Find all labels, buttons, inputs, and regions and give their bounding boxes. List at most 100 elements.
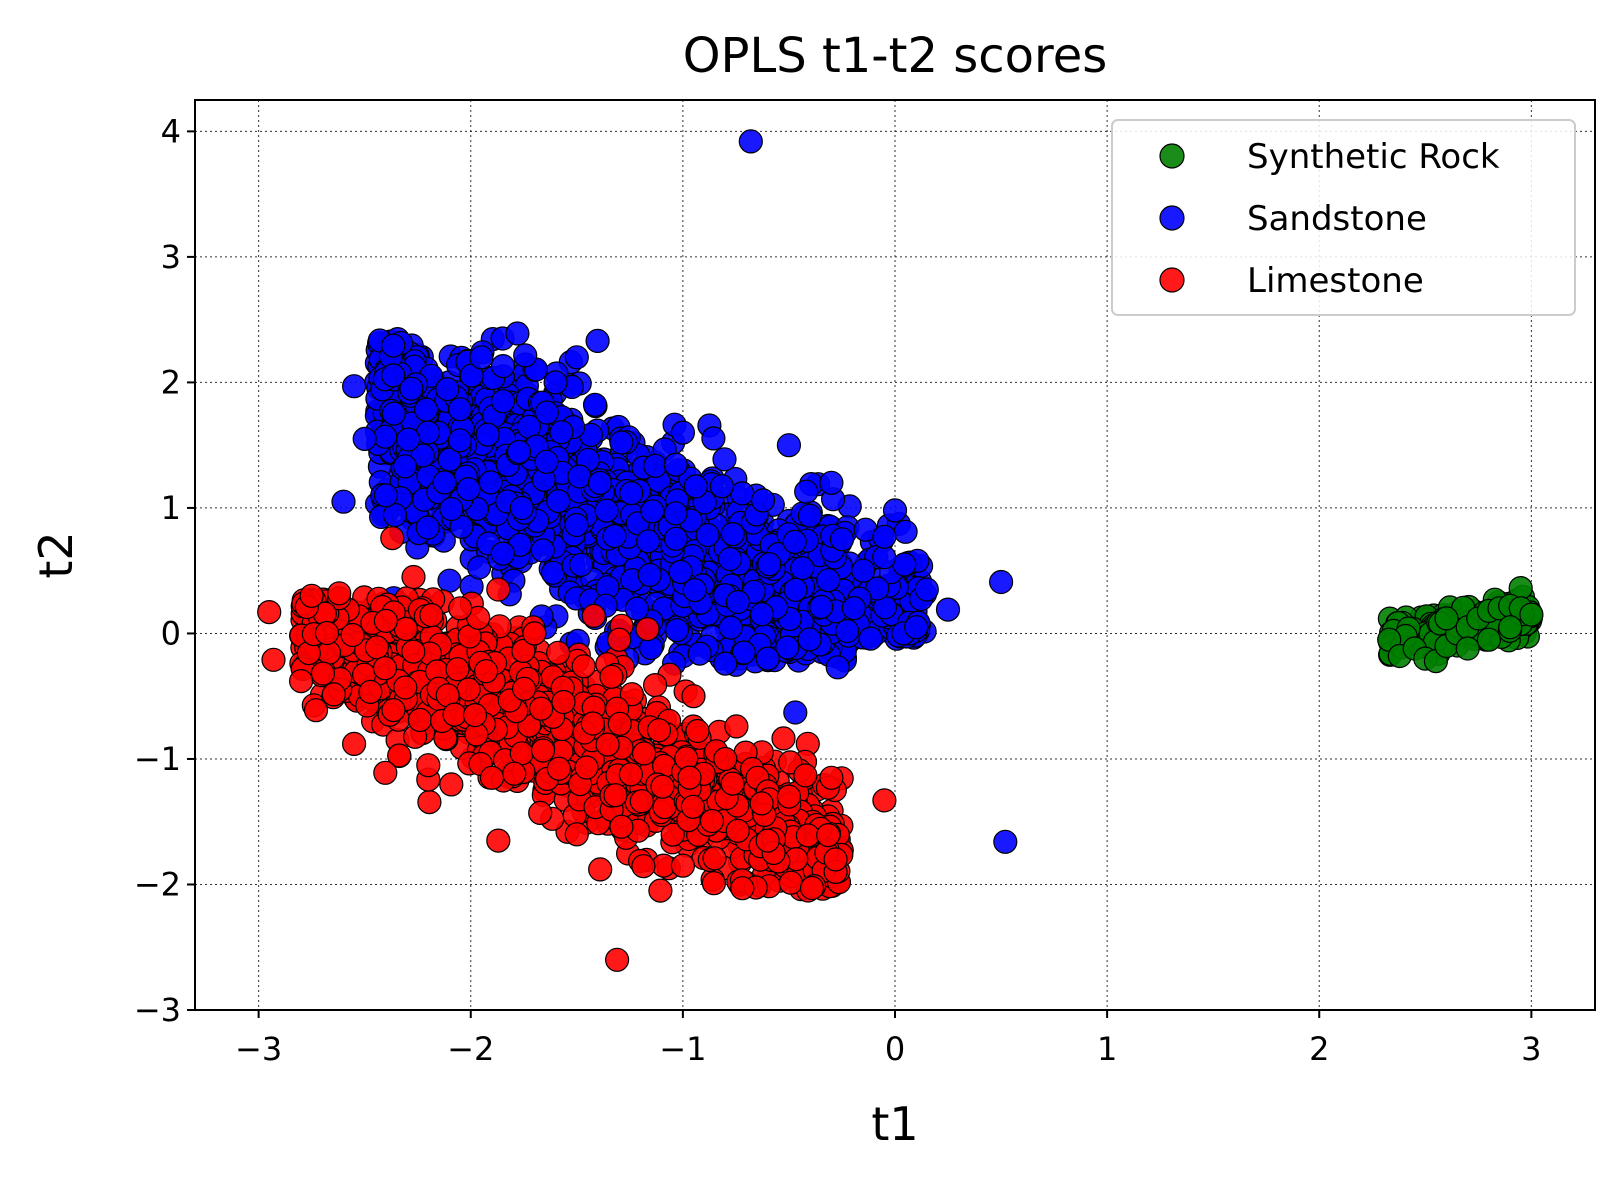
scatter-point bbox=[540, 560, 566, 585]
scatter-point bbox=[447, 428, 472, 453]
y-tick-label: 4 bbox=[161, 112, 181, 150]
scatter-point bbox=[872, 788, 897, 813]
y-tick-label: 3 bbox=[161, 238, 181, 276]
scatter-point bbox=[445, 657, 470, 682]
y-tick-label: 1 bbox=[161, 489, 181, 527]
scatter-point bbox=[793, 763, 818, 788]
scatter-point bbox=[914, 577, 939, 602]
scatter-point bbox=[635, 616, 660, 642]
scatter-point bbox=[340, 622, 365, 648]
scatter-point bbox=[505, 321, 530, 346]
scatter-point bbox=[364, 635, 389, 660]
scatter-point bbox=[1519, 602, 1544, 627]
legend-box bbox=[1111, 119, 1576, 316]
scatter-point bbox=[650, 774, 675, 799]
scatter-point bbox=[809, 594, 834, 620]
scatter-point bbox=[509, 741, 534, 766]
scatter-point bbox=[381, 697, 406, 723]
scatter-point bbox=[551, 689, 576, 715]
scatter-point bbox=[730, 481, 755, 506]
scatter-point bbox=[725, 818, 750, 843]
scatter-point bbox=[585, 328, 610, 353]
scatter-point bbox=[1498, 615, 1523, 640]
scatter-point bbox=[731, 640, 756, 665]
scatter-point bbox=[724, 714, 749, 739]
scatter-point bbox=[1476, 627, 1502, 652]
scatter-point bbox=[530, 738, 556, 763]
scatter-point bbox=[872, 524, 897, 549]
scatter-point bbox=[709, 474, 735, 499]
scatter-point bbox=[825, 655, 850, 680]
scatter-point bbox=[682, 577, 707, 603]
scatter-point bbox=[631, 741, 657, 766]
x-tick-label: −3 bbox=[235, 1030, 282, 1068]
scatter-point bbox=[342, 731, 367, 757]
scatter-point bbox=[331, 489, 356, 514]
scatter-point bbox=[513, 343, 538, 368]
scatter-point bbox=[490, 541, 515, 566]
scatter-point bbox=[816, 568, 841, 593]
scatter-point bbox=[872, 545, 897, 570]
scatter-point bbox=[528, 800, 553, 826]
scatter-point bbox=[619, 481, 644, 506]
scatter-point bbox=[701, 871, 727, 896]
scatter-point bbox=[652, 794, 677, 820]
series-limestone bbox=[257, 525, 897, 972]
x-tick-label: 3 bbox=[1521, 1030, 1541, 1068]
scatter-point bbox=[490, 354, 516, 379]
scatter-point bbox=[776, 433, 802, 458]
scatter-point bbox=[713, 746, 738, 772]
scatter-point bbox=[599, 664, 624, 689]
scatter-point bbox=[358, 679, 383, 705]
scatter-point bbox=[819, 470, 844, 495]
scatter-point bbox=[511, 676, 537, 701]
scatter-point bbox=[775, 635, 800, 660]
scatter-point bbox=[372, 656, 398, 681]
scatter-point bbox=[841, 595, 867, 621]
scatter-point bbox=[509, 495, 534, 521]
scatter-point bbox=[757, 552, 782, 577]
x-tick-label: 1 bbox=[1097, 1030, 1117, 1068]
legend: Synthetic Rock Sandstone Limestone bbox=[1111, 119, 1576, 316]
scatter-point bbox=[545, 640, 571, 665]
scatter-point bbox=[687, 641, 712, 666]
scatter-point bbox=[776, 784, 802, 809]
scatter-point bbox=[448, 596, 473, 621]
scatter-point bbox=[456, 677, 481, 702]
scatter-point bbox=[373, 483, 398, 508]
scatter-point bbox=[486, 828, 511, 853]
scatter-point bbox=[1434, 606, 1459, 631]
scatter-point bbox=[399, 376, 424, 401]
scatter-point bbox=[635, 529, 661, 554]
scatter-point bbox=[432, 470, 457, 495]
scatter-point bbox=[342, 374, 367, 399]
scatter-point bbox=[490, 389, 516, 414]
chart-title: OPLS t1-t2 scores bbox=[683, 28, 1107, 84]
legend-label: Synthetic Rock bbox=[1247, 137, 1500, 177]
y-tick-label: −1 bbox=[134, 740, 181, 778]
data-points bbox=[257, 129, 1544, 972]
scatter-point bbox=[771, 726, 796, 751]
scatter-point bbox=[564, 512, 589, 538]
scatter-point bbox=[702, 846, 727, 871]
scatter-point bbox=[607, 627, 632, 652]
scatter-point bbox=[543, 370, 568, 395]
scatter-point bbox=[506, 439, 532, 464]
scatter-point bbox=[437, 447, 462, 472]
scatter-point bbox=[680, 794, 706, 819]
scatter-point bbox=[749, 791, 774, 816]
scatter-point bbox=[549, 420, 574, 445]
scatter-point bbox=[664, 617, 690, 643]
scatter-point bbox=[419, 602, 444, 628]
scatter-point bbox=[618, 762, 644, 787]
scatter-point bbox=[643, 453, 668, 478]
scatter-point bbox=[730, 876, 755, 901]
scatter-point bbox=[799, 875, 825, 901]
scatter-point bbox=[829, 527, 855, 552]
scatter-point bbox=[816, 822, 841, 848]
scatter-point bbox=[648, 878, 673, 903]
legend-marker bbox=[1159, 267, 1185, 293]
scatter-point bbox=[624, 596, 650, 621]
x-tick-label: 0 bbox=[885, 1030, 905, 1068]
